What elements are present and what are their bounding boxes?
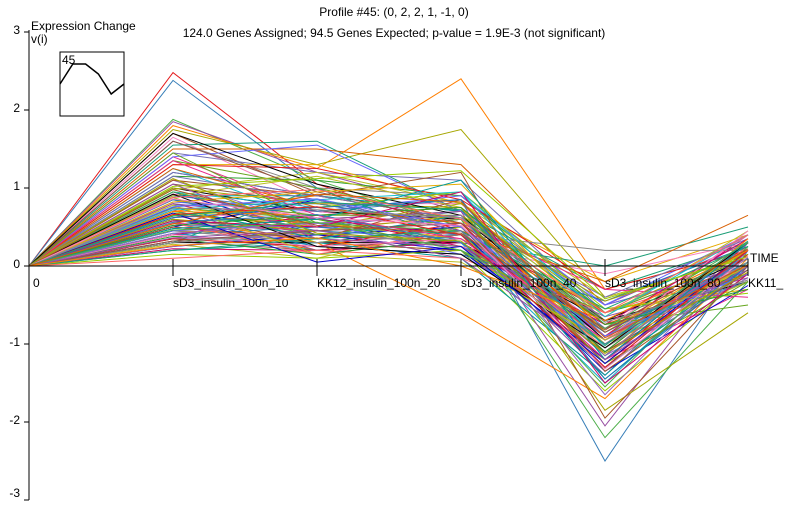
series-line <box>28 189 749 331</box>
y-tick-label: -3 <box>9 486 20 500</box>
profile-inset-box <box>59 51 125 117</box>
series-line <box>28 193 749 349</box>
series-line <box>28 232 749 384</box>
series-line <box>28 214 749 396</box>
x-tick-label: sD3_insulin_100n_40 <box>461 276 577 290</box>
series-line <box>28 201 749 347</box>
series-line <box>28 242 749 376</box>
series-line <box>28 213 749 345</box>
series-line <box>28 198 749 370</box>
y-tick-label: -2 <box>9 413 20 427</box>
y-tick-label: -1 <box>9 335 20 349</box>
y-axis-label: Expression Change <box>31 19 136 33</box>
y-tick-label: 0 <box>13 257 20 271</box>
series-line <box>28 207 749 323</box>
profile-inset-label: 45 <box>62 53 76 67</box>
series-line <box>28 222 749 333</box>
chart-subtitle: 124.0 Genes Assigned; 94.5 Genes Expecte… <box>182 26 606 40</box>
series-line <box>28 178 749 354</box>
y-tick-label: 1 <box>13 179 20 193</box>
y-tick-label: 2 <box>13 101 20 115</box>
series-line <box>28 175 749 357</box>
series-line <box>28 206 749 326</box>
profile-inset: 45 <box>59 51 125 117</box>
series-line <box>28 237 749 322</box>
profile-inset-line <box>59 63 125 96</box>
series-line <box>28 199 749 380</box>
y-tick-label: 3 <box>13 23 20 37</box>
series-line <box>28 170 749 300</box>
series-line <box>28 214 749 302</box>
series-line <box>28 230 749 310</box>
series-line <box>28 189 749 314</box>
series-line <box>28 230 749 349</box>
x-tick-label: KK12_insulin_100n_20 <box>317 276 441 290</box>
x-tick-label: sD3_insulin_100n_80 <box>605 276 721 290</box>
x-tick-label: KK11_ <box>748 276 783 290</box>
series-line <box>28 212 749 365</box>
series-layer <box>28 71 749 462</box>
series-line <box>28 171 749 419</box>
y-axis-sublabel: v(i) <box>31 32 48 46</box>
series-line <box>28 229 749 361</box>
x-axis-label: TIME <box>750 251 779 265</box>
series-line <box>28 230 749 341</box>
chart-title: Profile #45: (0, 2, 2, 1, -1, 0) <box>319 5 469 19</box>
x-tick-label: 0 <box>33 276 40 290</box>
series-line <box>28 191 749 384</box>
series-line <box>28 206 749 369</box>
ticks-layer: 3 2 1 0 -1 -2 -3 0 sD3_insulin_100n_10 KK12_insul… <box>9 23 783 501</box>
series-line <box>28 175 749 318</box>
series-line <box>28 191 749 318</box>
x-tick-label: sD3_insulin_100n_10 <box>173 276 289 290</box>
series-line <box>28 221 749 329</box>
series-line <box>28 193 749 339</box>
